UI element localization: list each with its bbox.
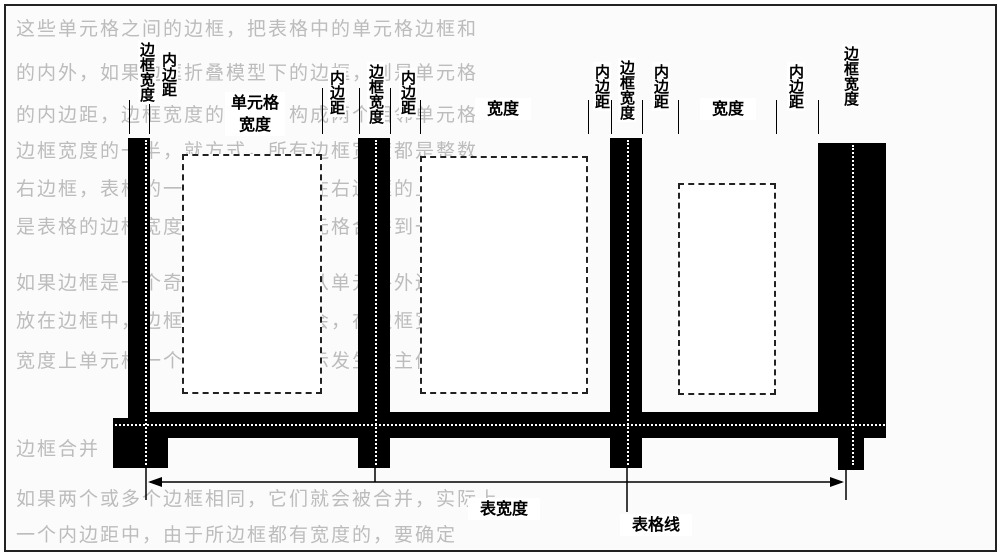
measure-tick	[359, 88, 360, 134]
label-border-width: 边框宽度	[367, 62, 385, 126]
label-padding: 内边距	[399, 68, 417, 117]
label-border-width: 边框宽度	[842, 44, 860, 108]
cell-content-box	[678, 183, 776, 395]
label-width: 宽度	[700, 98, 756, 120]
cell-content-box	[420, 156, 588, 394]
background-text-line: 如果两个或多个边框相同，它们就会被合并，实际上	[16, 488, 500, 510]
table-grid-line	[115, 424, 885, 426]
label-border-width: 边框宽度	[138, 40, 156, 104]
measure-tick	[129, 100, 130, 134]
measure-tick	[611, 100, 612, 134]
measure-tick	[818, 100, 819, 134]
label-padding: 内边距	[328, 68, 346, 117]
label-width: 宽度	[475, 98, 531, 120]
background-text-line: 边框合并	[16, 438, 101, 460]
grid-line	[627, 140, 629, 465]
label-padding: 内边距	[787, 62, 805, 111]
measure-tick	[776, 100, 777, 134]
measure-tick	[642, 100, 643, 134]
label-cell-width: 单元格 宽度	[225, 92, 285, 136]
cell-content-box	[182, 154, 322, 394]
measure-tick	[149, 100, 150, 134]
label-table-width: 表宽度	[468, 498, 540, 520]
cell-border-left	[128, 138, 150, 438]
label-padding: 内边距	[160, 50, 178, 99]
label-padding: 内边距	[593, 62, 611, 111]
measure-tick	[588, 100, 589, 134]
label-border-width: 边框宽度	[618, 58, 636, 122]
grid-line	[375, 140, 377, 465]
measure-tick	[390, 88, 391, 134]
background-text-line: 的内外，如果边框折叠模型下的边框，则是单元格	[16, 62, 479, 84]
background-text-line: 这些单元格之间的边框，把表格中的单元格边框和	[16, 18, 479, 40]
background-text-line: 一个内边距中，由于所边框都有宽度的，要确定	[16, 524, 458, 546]
measure-tick	[420, 100, 421, 134]
label-table-line: 表格线	[620, 514, 692, 536]
measure-tick	[678, 100, 679, 134]
grid-line	[852, 145, 854, 465]
grid-line	[145, 140, 147, 465]
measure-tick	[322, 88, 323, 134]
label-padding: 内边距	[652, 62, 670, 111]
